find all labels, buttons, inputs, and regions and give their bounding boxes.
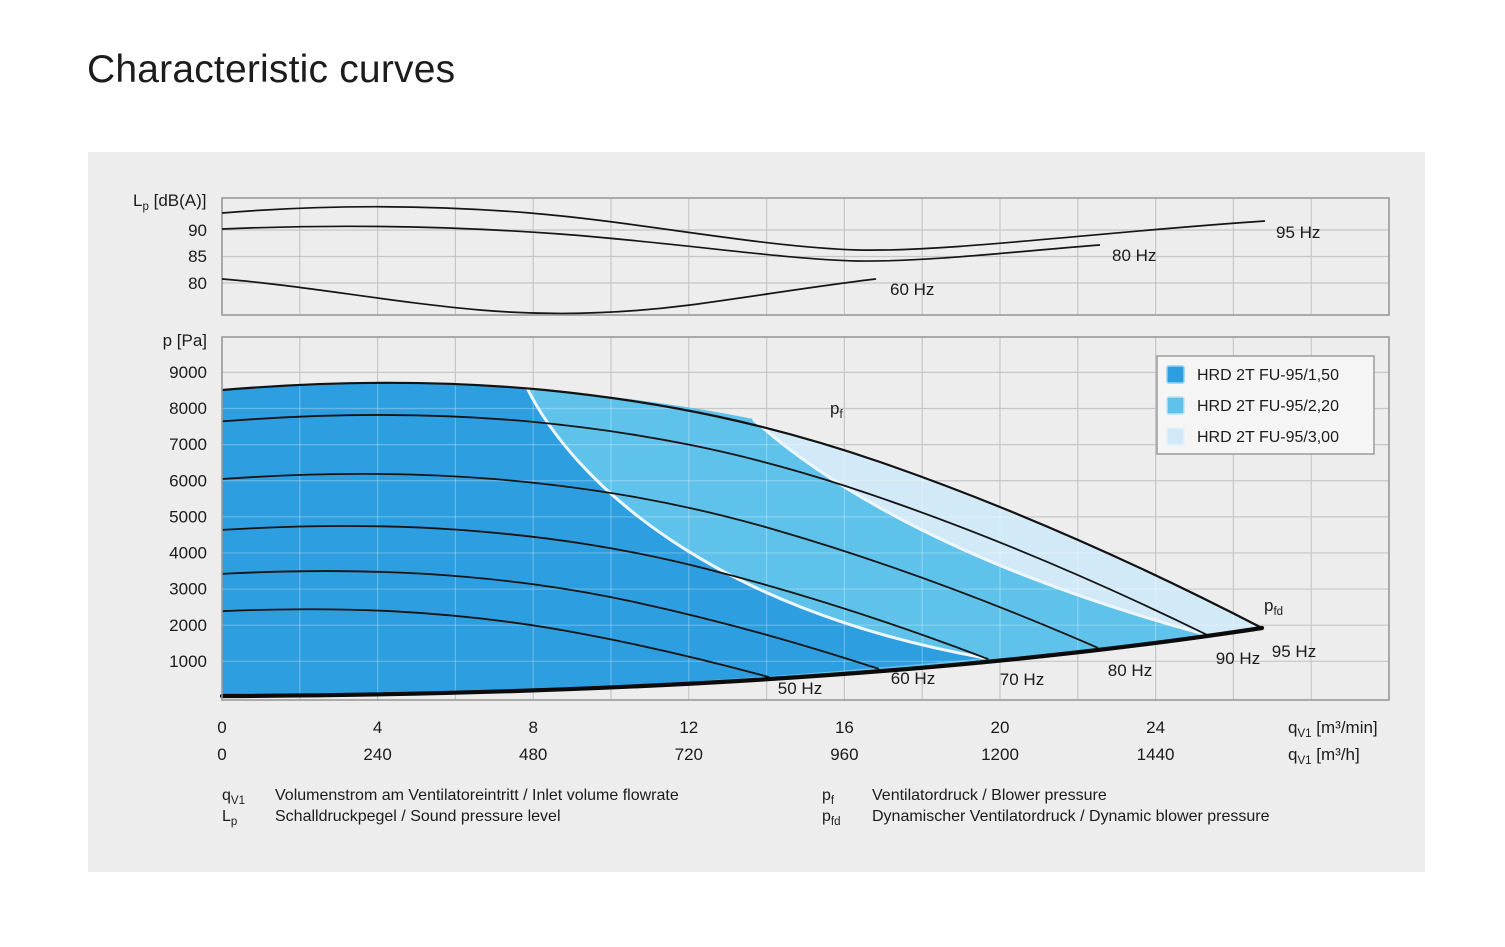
top-y-tick-90: 90 (188, 221, 207, 240)
frequency-curve-70hz (221, 525, 989, 660)
main-x-tick-m3h-240: 240 (363, 745, 391, 764)
hz-label-90: 90 Hz (1216, 649, 1260, 668)
hz-label-70: 70 Hz (1000, 670, 1044, 689)
lp-curve-80hz (221, 225, 1101, 262)
envelope-curve-95hz (221, 381, 1263, 629)
def-sym-pf: pf (822, 787, 835, 807)
legend: HRD 2T FU-95/1,50 HRD 2T FU-95/2,20 HRD … (1156, 355, 1375, 455)
legend-label-fu95-150: HRD 2T FU-95/1,50 (1197, 367, 1339, 384)
def-text-lp: Schalldruckpegel / Sound pressure level (275, 808, 561, 825)
region-separator-150-220 (525, 387, 986, 660)
top-y-axis-title: Lp [dB(A)] (133, 191, 207, 213)
x-unit-m3h: qV1 [m³/h] (1288, 745, 1360, 767)
frequency-curve-60hz (221, 570, 880, 670)
main-y-tick-5000: 5000 (169, 507, 207, 526)
frequency-curve-50hz (221, 608, 770, 679)
def-text-pfd: Dynamischer Ventilatordruck / Dynamic bl… (872, 808, 1270, 825)
def-text-qv1: Volumenstrom am Ventilatoreintritt / Inl… (275, 787, 679, 804)
top-y-tick-85: 85 (188, 247, 207, 266)
main-x-tick-m3min-0: 0 (217, 718, 226, 737)
main-y-tick-6000: 6000 (169, 471, 207, 490)
main-x-tick-m3h-0: 0 (217, 745, 226, 764)
top-curve-label-80hz: 80 Hz (1112, 246, 1156, 265)
page-title: Characteristic curves (87, 48, 456, 91)
pfd-curve (219, 625, 1265, 699)
legend-box (1156, 355, 1375, 455)
main-x-tick-m3h-960: 960 (830, 745, 858, 764)
top-curve-label-60hz: 60 Hz (890, 280, 934, 299)
main-y-tick-2000: 2000 (169, 616, 207, 635)
main-y-tick-9000: 9000 (169, 363, 207, 382)
top-curve-label-95hz: 95 Hz (1276, 223, 1320, 242)
top-chart-frame (221, 197, 1390, 316)
symbol-definitions: qV1 Volumenstrom am Ventilatoreintritt /… (222, 787, 1270, 828)
main-y-ticks: 9000 8000 7000 6000 5000 4000 3000 2000 1000 (169, 363, 207, 671)
main-x-tick-m3min-4: 4 (373, 718, 382, 737)
hz-label-60: 60 Hz (891, 669, 935, 688)
main-x-tick-m3min-20: 20 (991, 718, 1010, 737)
legend-swatch-fu95-150 (1166, 365, 1185, 384)
main-x-tick-m3h-1200: 1200 (981, 745, 1019, 764)
legend-label-fu95-220: HRD 2T FU-95/2,20 (1197, 398, 1339, 415)
frequency-curve-90hz (221, 414, 1208, 636)
main-x-ticks: 0 4 8 12 16 20 240 240 480 720 960 1200 1440 (217, 718, 1174, 764)
main-x-tick-m3h-720: 720 (675, 745, 703, 764)
main-x-tick-m3min-8: 8 (528, 718, 537, 737)
def-sym-pfd: pfd (822, 808, 841, 828)
hz-label-80: 80 Hz (1108, 661, 1152, 680)
pfd-label: pfd (1264, 596, 1283, 618)
pf-label: pf (830, 399, 843, 421)
main-x-tick-m3min-16: 16 (835, 718, 854, 737)
main-y-axis-title: p [Pa] (163, 331, 207, 350)
region-fill-fu95-150 (222, 382, 985, 697)
legend-swatch-fu95-300 (1166, 427, 1185, 446)
frequency-curves (221, 414, 1208, 679)
main-y-tick-7000: 7000 (169, 435, 207, 454)
def-sym-lp: Lp (222, 808, 237, 828)
x-unit-m3min: qV1 [m³/min] (1288, 718, 1378, 740)
def-sym-qv1: qV1 (222, 787, 245, 807)
lp-curve-95hz (221, 205, 1266, 251)
legend-label-fu95-300: HRD 2T FU-95/3,00 (1197, 429, 1339, 446)
frequency-curve-80hz (221, 473, 1099, 649)
main-y-tick-1000: 1000 (169, 652, 207, 671)
main-y-tick-3000: 3000 (169, 580, 207, 599)
hz-label-50: 50 Hz (778, 679, 822, 698)
lp-curve-60hz (221, 278, 877, 315)
main-y-tick-8000: 8000 (169, 399, 207, 418)
main-x-tick-m3min-24: 24 (1146, 718, 1165, 737)
hz-label-95: 95 Hz (1272, 642, 1316, 661)
top-chart-grid (221, 198, 1390, 315)
top-y-tick-80: 80 (188, 274, 207, 293)
main-y-tick-4000: 4000 (169, 544, 207, 563)
main-x-tick-m3h-1440: 1440 (1137, 745, 1175, 764)
main-x-tick-m3min-12: 12 (679, 718, 698, 737)
def-text-pf: Ventilatordruck / Blower pressure (872, 787, 1107, 804)
main-chart-frame (221, 336, 1390, 701)
main-x-tick-m3h-480: 480 (519, 745, 547, 764)
region-separator-220-300 (751, 417, 1208, 637)
legend-swatch-fu95-220 (1166, 396, 1185, 415)
